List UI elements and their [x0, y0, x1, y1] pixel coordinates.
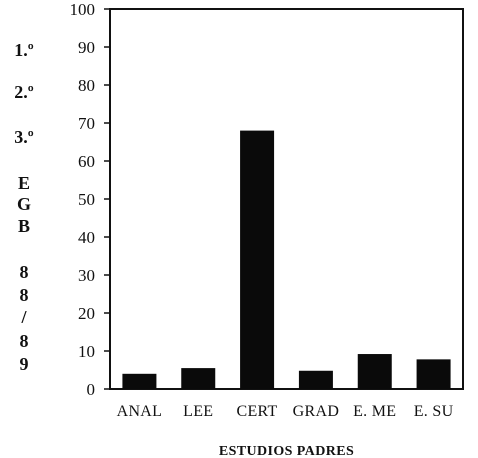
y-axis-label-line: 8: [20, 331, 29, 351]
bar-lee: [181, 368, 216, 389]
x-category-label: GRAD: [293, 403, 340, 420]
y-axis-label-line: /: [20, 307, 27, 327]
x-category-label: CERT: [237, 403, 278, 420]
y-tick-label: 100: [70, 0, 96, 19]
y-tick-label: 80: [78, 76, 95, 95]
bar-e-me: [357, 354, 392, 389]
y-axis-label-line: B: [18, 216, 30, 236]
x-category-label: LEE: [183, 403, 213, 420]
y-tick-label: 90: [78, 38, 95, 57]
bar-anal: [122, 373, 157, 389]
y-axis-label-line: G: [17, 194, 31, 214]
bar-grad: [298, 370, 333, 389]
y-tick-label: 40: [78, 228, 95, 247]
y-axis-label-line: 8: [20, 262, 29, 282]
y-axis-label-line: 2.º: [14, 82, 34, 102]
bar-e-su: [416, 359, 451, 389]
x-category-label: E. ME: [353, 403, 396, 420]
bar-cert: [240, 130, 275, 389]
y-axis-label-line: 8: [20, 285, 29, 305]
y-axis-label-line: 9: [20, 354, 29, 374]
y-tick-label: 30: [78, 266, 95, 285]
y-axis-label-line: 1.º: [14, 40, 34, 60]
x-axis-categories: ANAL LEE CERT GRAD E. ME E. SU: [117, 403, 454, 420]
y-axis-label-line: 3.º: [14, 127, 34, 147]
y-axis-ticks: 0 10 20 30 40 50 60 70 80 90 100: [70, 0, 110, 399]
y-tick-label: 0: [87, 380, 96, 399]
x-category-label: E. SU: [414, 403, 454, 420]
y-axis-label-line: E: [18, 173, 30, 193]
y-tick-label: 60: [78, 152, 95, 171]
y-tick-label: 20: [78, 304, 95, 323]
y-tick-label: 70: [78, 114, 95, 133]
bars: [122, 130, 451, 389]
plot-frame: [109, 8, 464, 390]
y-tick-label: 50: [78, 190, 95, 209]
x-category-label: ANAL: [117, 403, 163, 420]
y-tick-label: 10: [78, 342, 95, 361]
x-axis-title: ESTUDIOS PADRES: [219, 444, 354, 458]
